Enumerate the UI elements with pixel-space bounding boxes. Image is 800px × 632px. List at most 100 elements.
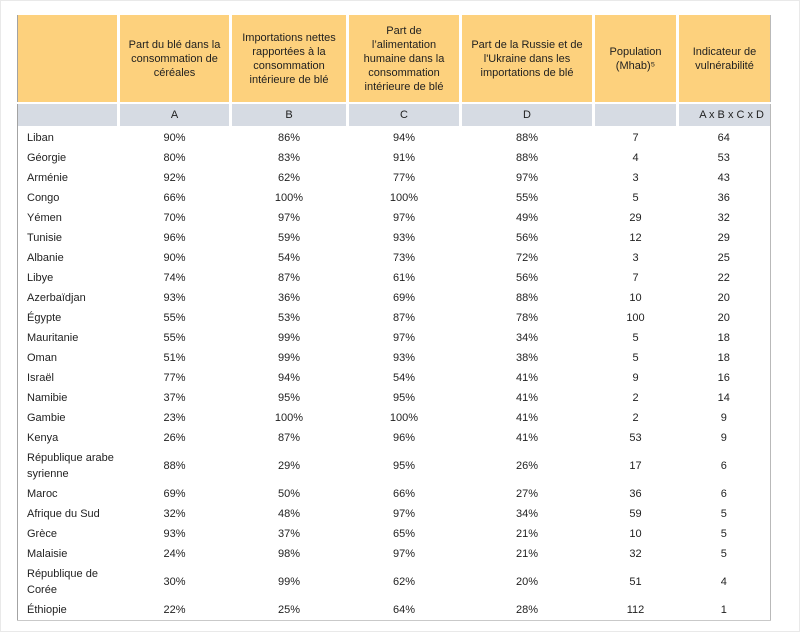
value-cell: 5 xyxy=(677,504,771,524)
value-cell: 3 xyxy=(593,168,678,188)
value-cell: 7 xyxy=(593,268,678,288)
value-cell: 94% xyxy=(347,126,461,148)
value-cell: 48% xyxy=(230,504,348,524)
value-cell: 93% xyxy=(347,348,461,368)
value-cell: 93% xyxy=(347,228,461,248)
value-cell: 20% xyxy=(460,564,594,600)
value-cell: 64 xyxy=(677,126,771,148)
value-cell: 30% xyxy=(118,564,231,600)
value-cell: 18 xyxy=(677,348,771,368)
value-cell: 59 xyxy=(593,504,678,524)
table-row: Malaisie 24% 98% 97% 21% 32 5 xyxy=(17,544,771,564)
value-cell: 88% xyxy=(460,126,594,148)
value-cell: 38% xyxy=(460,348,594,368)
value-cell: 20 xyxy=(677,288,771,308)
value-cell: 51% xyxy=(118,348,231,368)
value-cell: 100% xyxy=(230,188,348,208)
table-row: Kenya 26% 87% 96% 41% 53 9 xyxy=(17,428,771,448)
value-cell: 80% xyxy=(118,148,231,168)
header-country xyxy=(17,15,119,104)
table-row: Éthiopie 22% 25% 64% 28% 112 1 xyxy=(17,600,771,621)
value-cell: 69% xyxy=(118,484,231,504)
value-cell: 70% xyxy=(118,208,231,228)
subheader-letter-b: B xyxy=(229,103,348,126)
table-row: République arabe syrienne 88% 29% 95% 26% 17 6 xyxy=(17,448,771,484)
value-cell: 56% xyxy=(460,228,594,248)
value-cell: 65% xyxy=(347,524,461,544)
table-row: Israël 77% 94% 54% 41% 9 16 xyxy=(17,368,771,388)
value-cell: 22% xyxy=(118,600,231,621)
value-cell: 99% xyxy=(230,328,348,348)
value-cell: 62% xyxy=(230,168,348,188)
header-population: Population (Mhab)⁵ xyxy=(592,15,678,104)
value-cell: 5 xyxy=(593,188,678,208)
value-cell: 96% xyxy=(118,228,231,248)
value-cell: 96% xyxy=(347,428,461,448)
value-cell: 53 xyxy=(677,148,771,168)
country-cell: Mauritanie xyxy=(17,328,119,348)
value-cell: 3 xyxy=(593,248,678,268)
value-cell: 29 xyxy=(593,208,678,228)
country-cell: Oman xyxy=(17,348,119,368)
value-cell: 77% xyxy=(118,368,231,388)
table-row: Grèce 93% 37% 65% 21% 10 5 xyxy=(17,524,771,544)
table-row: Azerbaïdjan 93% 36% 69% 88% 10 20 xyxy=(17,288,771,308)
value-cell: 83% xyxy=(230,148,348,168)
value-cell: 100% xyxy=(347,188,461,208)
value-cell: 95% xyxy=(230,388,348,408)
country-cell: Yémen xyxy=(17,208,119,228)
value-cell: 17 xyxy=(593,448,678,484)
value-cell: 29% xyxy=(230,448,348,484)
value-cell: 73% xyxy=(347,248,461,268)
value-cell: 37% xyxy=(230,524,348,544)
value-cell: 88% xyxy=(118,448,231,484)
country-cell: Égypte xyxy=(17,308,119,328)
value-cell: 32% xyxy=(118,504,231,524)
table-body: Liban 90% 86% 94% 88% 7 64 Géorgie 80% 83% 91% 88% 4… xyxy=(17,126,771,621)
value-cell: 100% xyxy=(230,408,348,428)
country-cell: Azerbaïdjan xyxy=(17,288,119,308)
value-cell: 32 xyxy=(677,208,771,228)
country-cell: République de Corée xyxy=(17,564,119,600)
table-row: Géorgie 80% 83% 91% 88% 4 53 xyxy=(17,148,771,168)
country-cell: Gambie xyxy=(17,408,119,428)
country-cell: République arabe syrienne xyxy=(17,448,119,484)
value-cell: 90% xyxy=(118,248,231,268)
header-col-d: Part de la Russie et de l'Ukraine dans l… xyxy=(459,15,594,104)
value-cell: 50% xyxy=(230,484,348,504)
value-cell: 94% xyxy=(230,368,348,388)
value-cell: 49% xyxy=(460,208,594,228)
value-cell: 18 xyxy=(677,328,771,348)
value-cell: 27% xyxy=(460,484,594,504)
country-cell: Malaisie xyxy=(17,544,119,564)
value-cell: 53% xyxy=(230,308,348,328)
value-cell: 22 xyxy=(677,268,771,288)
value-cell: 5 xyxy=(677,524,771,544)
country-cell: Maroc xyxy=(17,484,119,504)
country-cell: Afrique du Sud xyxy=(17,504,119,524)
value-cell: 97% xyxy=(347,208,461,228)
value-cell: 55% xyxy=(118,328,231,348)
header-row: Part du blé dans la consommation de céré… xyxy=(17,15,771,104)
value-cell: 95% xyxy=(347,448,461,484)
value-cell: 97% xyxy=(347,328,461,348)
value-cell: 1 xyxy=(677,600,771,621)
value-cell: 61% xyxy=(347,268,461,288)
value-cell: 77% xyxy=(347,168,461,188)
value-cell: 21% xyxy=(460,524,594,544)
value-cell: 55% xyxy=(118,308,231,328)
value-cell: 9 xyxy=(677,428,771,448)
value-cell: 32 xyxy=(593,544,678,564)
value-cell: 37% xyxy=(118,388,231,408)
value-cell: 9 xyxy=(677,408,771,428)
value-cell: 7 xyxy=(593,126,678,148)
header-col-a: Part du blé dans la consommation de céré… xyxy=(117,15,231,104)
value-cell: 16 xyxy=(677,368,771,388)
value-cell: 20 xyxy=(677,308,771,328)
country-cell: Éthiopie xyxy=(17,600,119,621)
subheader-row: A B C D A x B x C x D xyxy=(17,103,771,126)
header-indicator: Indicateur de vulnérabilité xyxy=(676,15,771,104)
value-cell: 69% xyxy=(347,288,461,308)
value-cell: 24% xyxy=(118,544,231,564)
value-cell: 41% xyxy=(460,388,594,408)
